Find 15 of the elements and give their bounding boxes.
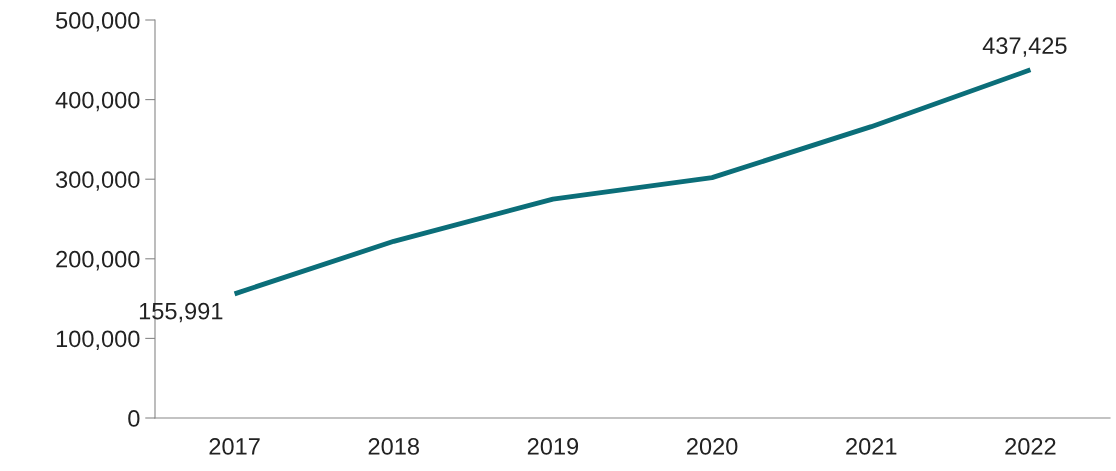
x-tick-label: 2022 [1005,438,1056,455]
x-tick-label: 2017 [209,438,260,455]
x-tick-label: 2020 [687,438,738,455]
y-tick-label: 200,000 [56,250,140,271]
x-tick-label: 2019 [527,438,579,455]
x-tick-label: 2018 [368,438,419,455]
line-series [232,67,1033,297]
y-tick-label: 100,000 [56,330,140,350]
y-tick-label: 300,000 [55,171,140,191]
y-tick-label: 500,000 [56,12,140,32]
data-label: 155,991 [139,302,223,323]
data-label: 437,425 [982,37,1067,57]
y-tick-label: 0 [128,410,140,427]
x-tick-label: 2021 [846,438,897,455]
y-tick-label: 400,000 [55,91,140,112]
